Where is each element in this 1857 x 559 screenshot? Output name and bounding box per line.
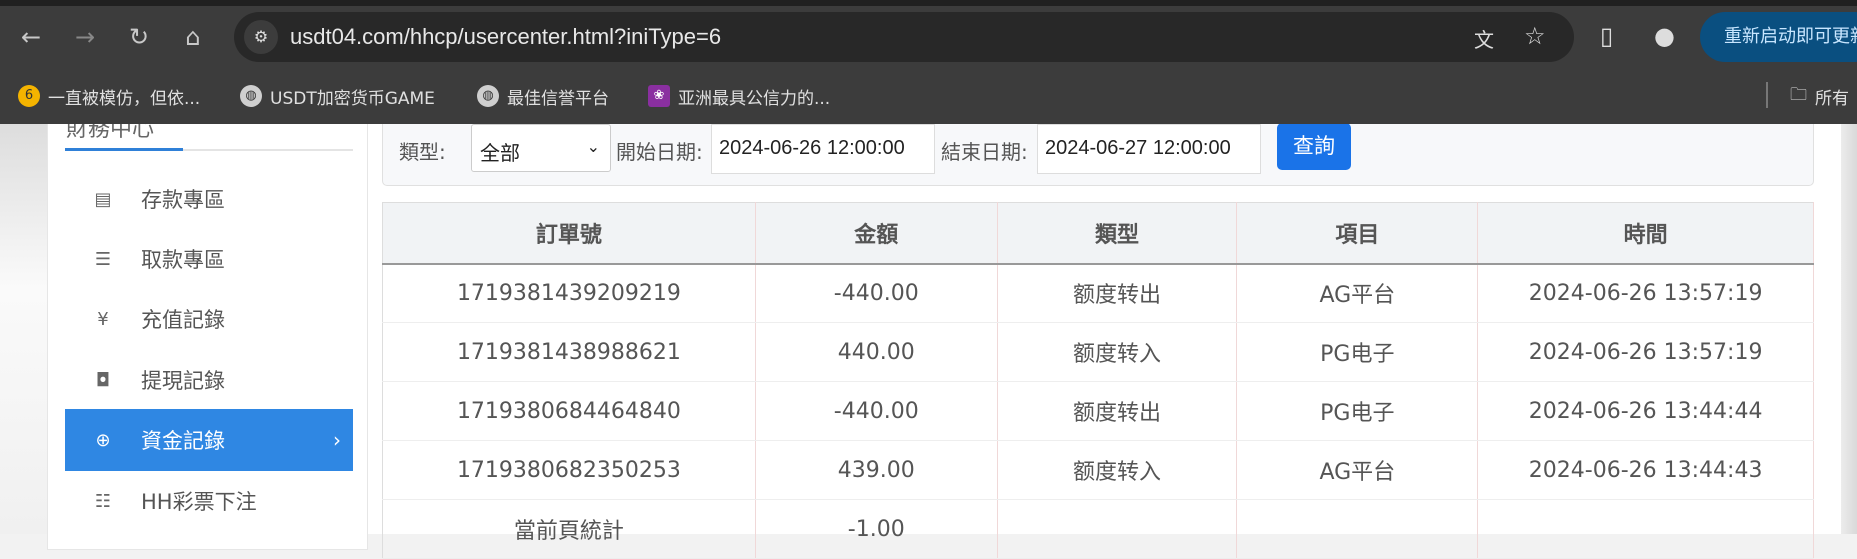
- cell-amount: -440.00: [755, 263, 998, 323]
- cell-item: [1236, 499, 1479, 559]
- cell-order-no: 1719381438988621: [382, 322, 756, 382]
- star-icon[interactable]: ☆: [1524, 22, 1546, 50]
- browser-chrome: ← → ↻ ⌂ ⚙ usdt04.com/hhcp/usercenter.htm…: [0, 0, 1857, 124]
- cell-type: [997, 499, 1238, 559]
- sidebar-item-withdraw[interactable]: ☰ 取款專區: [65, 228, 353, 290]
- cell-time: 2024-06-26 13:57:19: [1477, 263, 1814, 323]
- header-order-no[interactable]: 訂單號: [382, 202, 756, 265]
- table-header-row: 訂單號 金額 類型 項目 時間: [382, 202, 1814, 265]
- sidebar-item-label: 充值記錄: [141, 308, 225, 332]
- bookmark-label: 一直被模仿，但依...: [48, 88, 201, 109]
- cell-time: 2024-06-26 13:44:44: [1477, 381, 1814, 441]
- chevron-down-icon: ⌄: [586, 137, 600, 156]
- bookmark-item[interactable]: ❀ 亚洲最具公信力的...: [648, 82, 830, 110]
- folder-icon: 🗀: [1790, 84, 1807, 105]
- table-row: 1719381438988621 440.00 额度转入 PG电子 2024-06-26…: [382, 322, 1814, 382]
- sidebar: 財務中心 ▤ 存款專區 ☰ 取款專區 ¥ 充值記錄 ◘ 提現記錄 ⊕ 資金記錄 › ☷ HH彩…: [47, 110, 368, 550]
- query-button[interactable]: 查詢: [1277, 123, 1351, 170]
- bookmark-item[interactable]: ◍ USDT加密货币GAME: [240, 82, 435, 110]
- money-bag-icon: ¥: [97, 308, 109, 330]
- cell-item: AG平台: [1236, 263, 1479, 323]
- sidebar-item-label: HH彩票下注: [141, 490, 257, 514]
- site-info-icon[interactable]: ⚙: [244, 20, 278, 54]
- sidebar-item-withdraw-records[interactable]: ◘ 提現記錄: [65, 349, 353, 411]
- bookmark-label: 亚洲最具公信力的...: [678, 88, 831, 109]
- cell-item: PG电子: [1236, 381, 1479, 441]
- type-select[interactable]: 全部 ⌄: [471, 124, 611, 172]
- bookmark-separator: [1766, 82, 1768, 108]
- fund-records-table: 訂單號 金額 類型 項目 時間 1719381439209219 -440.00 额…: [382, 202, 1814, 559]
- cell-order-no: 1719380682350253: [382, 440, 756, 500]
- site-favicon-icon: ❀: [648, 85, 670, 107]
- bookmark-6-icon: 6: [18, 85, 40, 107]
- table-row: 1719380684464840 -440.00 额度转出 PG电子 2024-06-2…: [382, 381, 1814, 441]
- bookmark-item[interactable]: 6 一直被模仿，但依...: [18, 82, 200, 110]
- cell-time: 2024-06-26 13:44:43: [1477, 440, 1814, 500]
- bookmark-label: 最佳信誉平台: [507, 88, 609, 109]
- cell-item: PG电子: [1236, 322, 1479, 382]
- cell-time: 2024-06-26 13:57:19: [1477, 322, 1814, 382]
- chevron-right-icon: ›: [333, 428, 341, 452]
- cell-amount: -1.00: [755, 499, 998, 559]
- sidebar-item-label: 提現記錄: [141, 369, 225, 393]
- globe-icon: ◍: [477, 85, 499, 107]
- card-icon: ▤: [94, 188, 112, 210]
- translate-icon[interactable]: 文: [1474, 28, 1494, 52]
- address-bar[interactable]: ⚙ usdt04.com/hhcp/usercenter.html?iniTyp…: [234, 12, 1574, 62]
- cell-time: [1477, 499, 1814, 559]
- back-icon[interactable]: ←: [20, 23, 42, 51]
- home-icon[interactable]: ⌂: [185, 23, 201, 51]
- side-panel-icon[interactable]: ▯: [1600, 22, 1614, 50]
- cell-type: 额度转出: [997, 263, 1238, 323]
- table-row: 1719381439209219 -440.00 额度转出 AG平台 2024-06-2…: [382, 263, 1814, 323]
- cell-type: 额度转出: [997, 381, 1238, 441]
- cell-order-no: 1719380684464840: [382, 381, 756, 441]
- start-date-input[interactable]: 2024-06-26 12:00:00: [711, 124, 935, 174]
- sidebar-item-label: 存款專區: [141, 188, 225, 212]
- end-date-label: 結束日期:: [941, 140, 1028, 164]
- all-bookmarks-label: 所有: [1815, 88, 1849, 109]
- list-icon: ☷: [94, 490, 112, 512]
- end-date-input[interactable]: 2024-06-27 12:00:00: [1037, 124, 1261, 174]
- table-row: 1719380682350253 439.00 额度转入 AG平台 2024-06-26…: [382, 440, 1814, 500]
- page-background: [0, 124, 48, 534]
- profile-icon[interactable]: ●: [1654, 22, 1675, 50]
- type-select-value: 全部: [480, 141, 520, 165]
- reload-icon[interactable]: ↻: [128, 23, 150, 51]
- restart-update-button[interactable]: 重新启动即可更新: [1700, 12, 1857, 62]
- sidebar-item-label: 資金記錄: [141, 429, 225, 453]
- cell-amount: 440.00: [755, 322, 998, 382]
- url-text[interactable]: usdt04.com/hhcp/usercenter.html?iniType=…: [290, 24, 722, 49]
- header-type[interactable]: 類型: [997, 202, 1238, 265]
- header-time[interactable]: 時間: [1477, 202, 1814, 265]
- globe-icon: ◍: [240, 85, 262, 107]
- bookmark-item[interactable]: ◍ 最佳信誉平台: [477, 82, 609, 110]
- cell-item: AG平台: [1236, 440, 1479, 500]
- funds-icon: ⊕: [95, 429, 111, 451]
- page-scroll-edge: [1841, 124, 1857, 534]
- sidebar-item-deposit[interactable]: ▤ 存款專區: [65, 168, 353, 230]
- cell-type: 额度转入: [997, 322, 1238, 382]
- sidebar-item-fund-records[interactable]: ⊕ 資金記錄 ›: [65, 409, 353, 471]
- start-date-label: 開始日期:: [616, 140, 703, 164]
- header-amount[interactable]: 金額: [755, 202, 998, 265]
- type-label: 類型:: [399, 140, 446, 164]
- bookmark-label: USDT加密货币GAME: [270, 88, 435, 109]
- all-bookmarks[interactable]: 🗀 所有: [1790, 82, 1849, 110]
- sidebar-item-label: 取款專區: [141, 248, 225, 272]
- cell-order-no: 當前頁統計: [382, 499, 756, 559]
- sidebar-item-recharge-records[interactable]: ¥ 充值記錄: [65, 288, 353, 350]
- header-item[interactable]: 項目: [1236, 202, 1479, 265]
- sidebar-tab-underline: [65, 148, 353, 151]
- wallet-icon: ◘: [95, 369, 111, 391]
- cell-amount: -440.00: [755, 381, 998, 441]
- tab-strip: [0, 0, 1857, 6]
- cell-order-no: 1719381439209219: [382, 263, 756, 323]
- cell-amount: 439.00: [755, 440, 998, 500]
- sidebar-item-lottery-bets[interactable]: ☷ HH彩票下注: [65, 470, 353, 532]
- summary-row: 當前頁統計 -1.00: [382, 499, 1814, 559]
- forward-icon[interactable]: →: [74, 23, 96, 51]
- hand-money-icon: ☰: [94, 248, 112, 270]
- cell-type: 额度转入: [997, 440, 1238, 500]
